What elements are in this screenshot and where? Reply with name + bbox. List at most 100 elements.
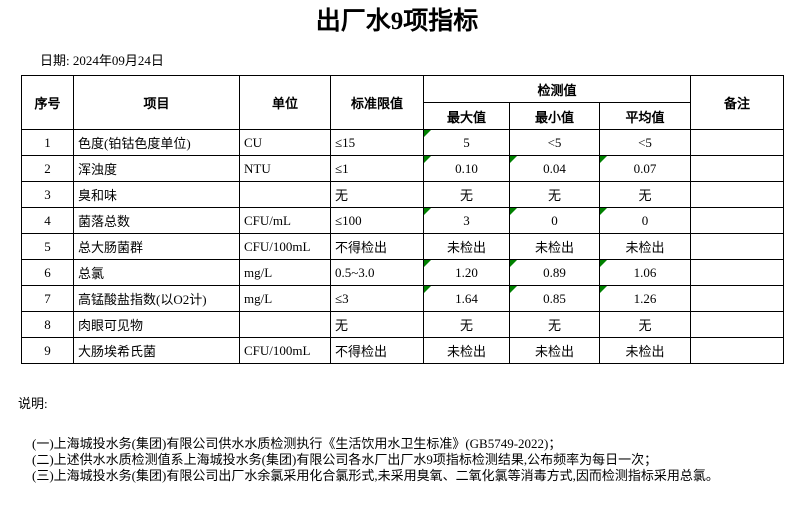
note-line: (一)上海城投水务(集团)有限公司供水水质检测执行《生活饮用水卫生标准》(GB5… — [32, 436, 562, 451]
cell-no: 4 — [21, 207, 74, 234]
cell-unit: mg/L — [239, 259, 331, 286]
cell-avg: 无 — [598, 181, 692, 208]
cell-min: 无 — [509, 311, 600, 338]
green-triangle-icon — [600, 208, 607, 215]
cell-unit: CU — [239, 129, 331, 156]
header-detection: 检测值 — [422, 75, 692, 103]
cell-max: 无 — [423, 311, 510, 338]
green-triangle-icon — [424, 286, 431, 293]
cell-unit — [239, 311, 331, 338]
cell-avg: 1.26 — [598, 285, 692, 312]
cell-max: 5 — [423, 129, 510, 156]
cell-unit — [239, 181, 331, 208]
header-remark: 备注 — [690, 75, 785, 130]
cell-remark — [690, 337, 785, 364]
cell-max: 1.20 — [423, 259, 510, 286]
date-label: 日期: 2024年09月24日 — [40, 53, 164, 68]
cell-no: 8 — [21, 311, 74, 338]
cell-limit: ≤100 — [330, 207, 424, 234]
cell-avg: 未检出 — [598, 233, 692, 260]
cell-no: 7 — [21, 285, 74, 312]
cell-limit: 无 — [330, 311, 424, 338]
cell-item: 总大肠菌群 — [73, 233, 240, 260]
cell-limit: 0.5~3.0 — [330, 259, 424, 286]
table-row: 2 浑浊度 NTU ≤1 0.10 0.04 0.07 — [21, 155, 785, 182]
cell-max: 无 — [423, 181, 510, 208]
header-row-2: 最大值 最小值 平均值 — [22, 102, 784, 130]
cell-item: 菌落总数 — [73, 207, 240, 234]
cell-max: 未检出 — [423, 233, 510, 260]
table-row: 7 高锰酸盐指数(以O2计) mg/L ≤3 1.64 0.85 1.26 — [21, 285, 785, 312]
cell-max: 未检出 — [423, 337, 510, 364]
cell-remark — [690, 233, 785, 260]
cell-item: 浑浊度 — [73, 155, 240, 182]
cell-item: 臭和味 — [73, 181, 240, 208]
cell-item: 肉眼可见物 — [73, 311, 240, 338]
header-unit: 单位 — [239, 75, 331, 130]
cell-remark — [690, 155, 785, 182]
page-title: 出厂水9项指标 — [315, 8, 479, 35]
cell-min: 未检出 — [509, 233, 600, 260]
green-triangle-icon — [600, 286, 607, 293]
cell-no: 1 — [21, 129, 74, 156]
cell-item: 高锰酸盐指数(以O2计) — [73, 285, 240, 312]
green-triangle-icon — [424, 208, 431, 215]
cell-no: 5 — [21, 233, 74, 260]
cell-avg: 0 — [598, 207, 692, 234]
cell-no: 9 — [21, 337, 74, 364]
cell-limit: 无 — [330, 181, 424, 208]
cell-avg: 0.07 — [598, 155, 692, 182]
cell-no: 6 — [21, 259, 74, 286]
cell-unit: CFU/mL — [239, 207, 331, 234]
cell-min: 0 — [509, 207, 600, 234]
table-row: 6 总氯 mg/L 0.5~3.0 1.20 0.89 1.06 — [21, 259, 785, 286]
notes-list: (一)上海城投水务(集团)有限公司供水水质检测执行《生活饮用水卫生标准》(GB5… — [32, 436, 794, 484]
cell-remark — [690, 181, 785, 208]
cell-unit: CFU/100mL — [239, 337, 331, 364]
green-triangle-icon — [424, 156, 431, 163]
cell-min: 0.04 — [509, 155, 600, 182]
header-max: 最大值 — [423, 102, 510, 130]
cell-min: 0.89 — [509, 259, 600, 286]
note-line: (三)上海城投水务(集团)有限公司出厂水余氯采用化合氯形式,未采用臭氧、二氧化氯… — [32, 468, 719, 483]
cell-avg: 1.06 — [598, 259, 692, 286]
table-row: 1 色度(铂钴色度单位) CU ≤15 5 <5 <5 — [21, 129, 785, 156]
header-item: 项目 — [73, 75, 240, 130]
cell-limit: ≤3 — [330, 285, 424, 312]
cell-remark — [690, 129, 785, 156]
green-triangle-icon — [510, 208, 517, 215]
cell-max: 1.64 — [423, 285, 510, 312]
cell-max: 0.10 — [423, 155, 510, 182]
notes-label: 说明: — [18, 396, 48, 411]
cell-avg: <5 — [598, 129, 692, 156]
cell-item: 大肠埃希氏菌 — [73, 337, 240, 364]
cell-limit: 不得检出 — [330, 233, 424, 260]
green-triangle-icon — [510, 156, 517, 163]
table-row: 3 臭和味无无无无 — [21, 181, 785, 208]
cell-limit: 不得检出 — [330, 337, 424, 364]
cell-avg: 无 — [598, 311, 692, 338]
header-avg: 平均值 — [598, 102, 692, 130]
green-triangle-icon — [510, 260, 517, 267]
green-triangle-icon — [600, 260, 607, 267]
table-row: 8 肉眼可见物无无无无 — [21, 311, 785, 338]
green-triangle-icon — [510, 286, 517, 293]
table-row: 5 总大肠菌群 CFU/100mL 不得检出 未检出 未检出 未检出 — [21, 233, 785, 260]
cell-min: 0.85 — [509, 285, 600, 312]
cell-item: 总氯 — [73, 259, 240, 286]
green-triangle-icon — [424, 130, 431, 137]
green-triangle-icon — [424, 260, 431, 267]
cell-min: 无 — [509, 181, 600, 208]
cell-max: 3 — [423, 207, 510, 234]
header-no: 序号 — [21, 75, 74, 130]
cell-remark — [690, 259, 785, 286]
header-limit: 标准限值 — [330, 75, 424, 130]
cell-remark — [690, 285, 785, 312]
cell-no: 3 — [21, 181, 74, 208]
cell-remark — [690, 311, 785, 338]
cell-unit: mg/L — [239, 285, 331, 312]
table-row: 4 菌落总数 CFU/mL ≤100 3 0 0 — [21, 207, 785, 234]
cell-unit: NTU — [239, 155, 331, 182]
table-row: 9 大肠埃希氏菌 CFU/100mL 不得检出 未检出 未检出 未检出 — [21, 337, 785, 364]
water-quality-table: 序号 项目 单位 标准限值 检测值 备注 最大值 最小值 平均值 1 色度(铂钴色… — [21, 75, 785, 364]
